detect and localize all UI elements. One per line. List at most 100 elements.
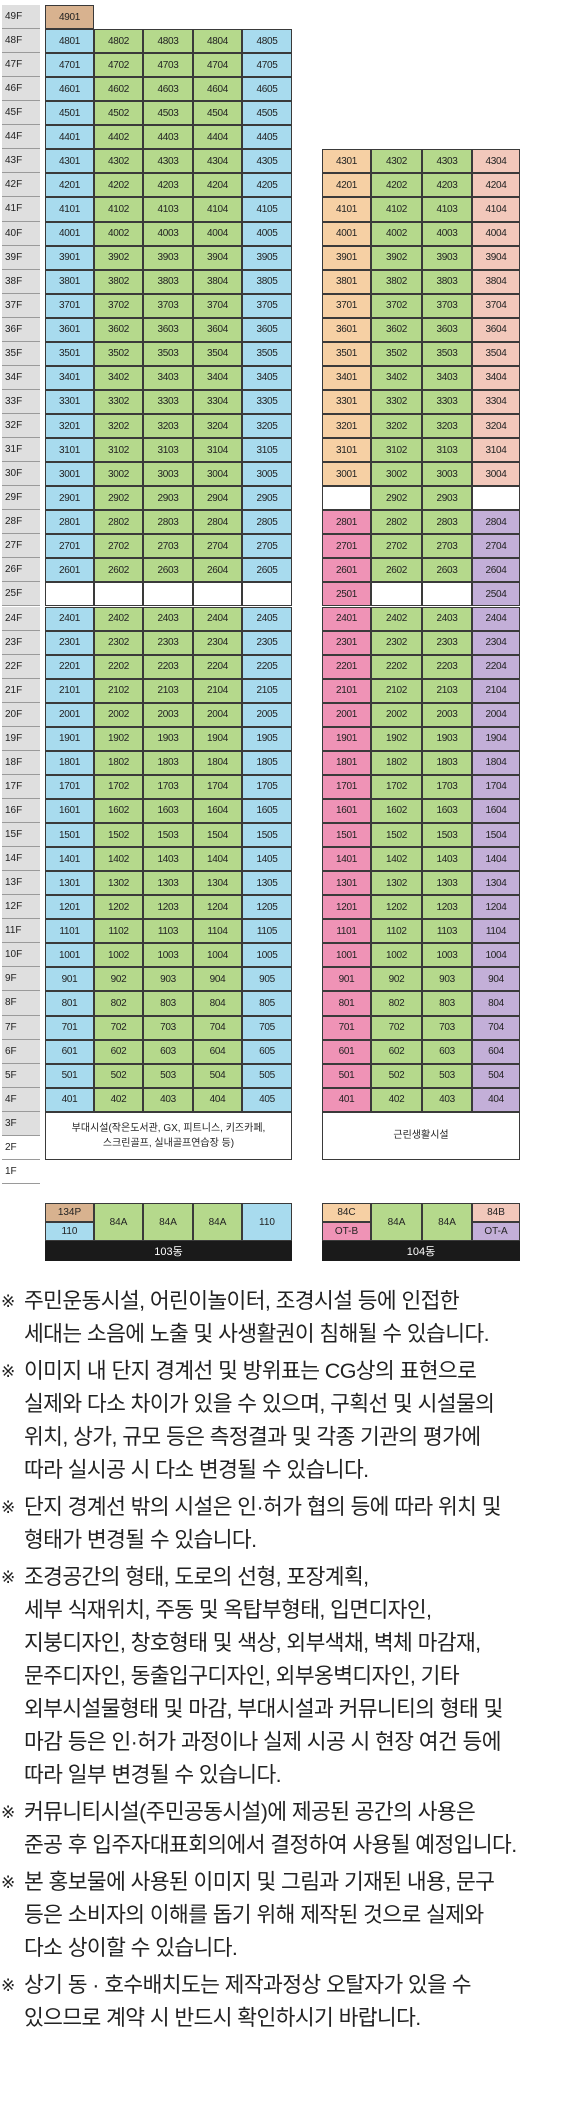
unit-cell: 4301	[322, 149, 371, 174]
note-text: 상기 동 · 호수배치도는 제작과정상 오탈자가 있을 수 있으므로 계약 시 …	[24, 1973, 472, 2030]
unit-cell: 1704	[472, 774, 520, 799]
unit-cell: 1501	[45, 823, 94, 848]
unit-cell: 3201	[322, 414, 371, 439]
unit-cell: 2303	[422, 630, 472, 655]
unit-cell: 501	[322, 1063, 371, 1088]
unit-cell: 2103	[422, 678, 472, 703]
unit-cell: 4501	[45, 101, 94, 126]
unit-cell: 3802	[371, 269, 422, 294]
note-item: ※ 본 홍보물에 사용된 이미지 및 그림과 기재된 내용, 문구 등은 소비자의…	[0, 1866, 578, 1965]
unit-cell: 4303	[422, 149, 472, 174]
floor-label: 13F	[2, 871, 40, 896]
unit-cell: 2805	[242, 510, 292, 535]
unit-cell: 2704	[193, 534, 242, 559]
unit-cell: 2204	[193, 654, 242, 679]
unit-cell: 1605	[242, 798, 292, 824]
unit-type-top: 84C	[322, 1203, 371, 1222]
unit-cell: 2804	[472, 510, 520, 535]
unit-cell: 2804	[193, 510, 242, 535]
unit-cell: 4204	[193, 173, 242, 198]
unit-cell: 4105	[242, 197, 292, 222]
unit-cell: 3904	[193, 245, 242, 270]
floor-label: 15F	[2, 823, 40, 848]
unit-cell: 1804	[193, 750, 242, 775]
unit-cell: 4403	[143, 125, 193, 150]
unit-cell: 1104	[193, 919, 242, 944]
unit-cell: 2301	[322, 630, 371, 655]
unit-cell: 602	[371, 1039, 422, 1064]
unit-cell: 1203	[422, 895, 472, 920]
note-item: ※ 단지 경계선 밖의 시설은 인·허가 협의 등에 따라 위치 및 형태가 변경…	[0, 1491, 578, 1557]
floor-label: 6F	[2, 1039, 40, 1064]
unit-cell: 3202	[371, 414, 422, 439]
unit-cell: 3503	[143, 341, 193, 366]
unit-cell: 4104	[193, 197, 242, 222]
unit-cell: 2903	[143, 486, 193, 511]
unit-cell: 3903	[143, 245, 193, 270]
unit-cell: 805	[242, 991, 292, 1016]
unit-cell: 905	[242, 967, 292, 992]
unit-cell: 1703	[422, 774, 472, 799]
unit-cell: 4005	[242, 221, 292, 246]
unit-cell: 4802	[94, 29, 143, 54]
unit-cell: 1602	[94, 798, 143, 824]
note-item: ※ 커뮤니티시설(주민공동시설)에 제공된 공간의 사용은 준공 후 입주자대표회…	[0, 1796, 578, 1862]
floor-label: 9F	[2, 967, 40, 992]
unit-cell: 3405	[242, 365, 292, 390]
unit-cell: 2004	[472, 702, 520, 727]
unit-cell: 3502	[371, 341, 422, 366]
unit-cell: 4305	[242, 149, 292, 174]
unit-cell: 2404	[193, 606, 242, 631]
unit-cell: 3902	[371, 245, 422, 270]
unit-cell: 2603	[143, 558, 193, 583]
unit-cell: 801	[45, 991, 94, 1016]
note-text: 단지 경계선 밖의 시설은 인·허가 협의 등에 따라 위치 및 형태가 변경될…	[24, 1495, 501, 1552]
unit-cell: 3505	[242, 341, 292, 366]
unit-cell: 3203	[422, 414, 472, 439]
unit-cell: 504	[193, 1063, 242, 1088]
unit-cell: 4703	[143, 53, 193, 78]
unit-cell: 3503	[422, 341, 472, 366]
unit-cell: 2001	[45, 702, 94, 727]
unit-cell: 2501	[322, 582, 371, 607]
unit-cell: 4405	[242, 125, 292, 150]
unit-cell: 1701	[45, 774, 94, 799]
unit-cell: 801	[322, 991, 371, 1016]
building-104-label: 104동	[322, 1241, 520, 1261]
unit-cell: 4604	[193, 77, 242, 102]
unit-cell: 3004	[472, 462, 520, 487]
unit-type: 84A	[371, 1203, 422, 1241]
floor-label: 23F	[2, 630, 40, 655]
unit-type: 84A	[193, 1203, 242, 1241]
building-103-label: 103동	[45, 1241, 292, 1261]
unit-cell: 1702	[371, 774, 422, 799]
unit-cell: 1901	[322, 726, 371, 751]
note-mark: ※	[1, 1873, 15, 1892]
unit-cell: 2002	[94, 702, 143, 727]
unit-cell: 1305	[242, 871, 292, 896]
unit-cell: 4805	[242, 29, 292, 54]
unit-cell: 2402	[371, 606, 422, 631]
unit-cell: 3102	[371, 438, 422, 463]
unit-cell: 2202	[371, 654, 422, 679]
unit-cell: 802	[371, 991, 422, 1016]
unit-cell: 3301	[322, 389, 371, 414]
unit-cell: 3602	[371, 317, 422, 342]
floor-label: 31F	[2, 438, 40, 463]
unit-cell: 2201	[45, 654, 94, 679]
blank-cell	[143, 582, 193, 607]
floor-label: 37F	[2, 293, 40, 318]
note-text: 커뮤니티시설(주민공동시설)에 제공된 공간의 사용은 준공 후 입주자대표회의…	[24, 1800, 517, 1857]
unit-cell: 3302	[371, 389, 422, 414]
unit-cell: 2705	[242, 534, 292, 559]
unit-cell: 702	[371, 1015, 422, 1040]
floor-label: 7F	[2, 1015, 40, 1040]
unit-cell: 901	[322, 967, 371, 992]
unit-cell: 4001	[322, 221, 371, 246]
unit-type: 110	[242, 1203, 292, 1241]
unit-cell: 904	[472, 967, 520, 992]
unit-cell: 1803	[143, 750, 193, 775]
floor-label: 39F	[2, 245, 40, 270]
unit-cell: 1003	[143, 943, 193, 968]
unit-cell: 3603	[143, 317, 193, 342]
